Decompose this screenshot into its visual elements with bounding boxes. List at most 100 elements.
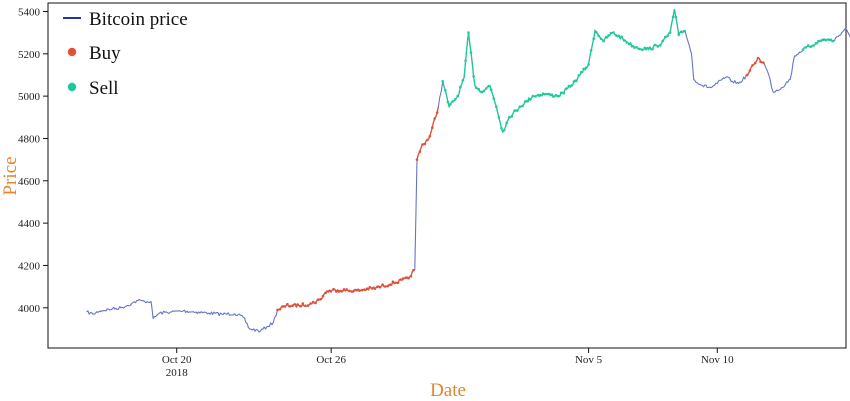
sell-marker (658, 44, 662, 47)
sell-marker (507, 116, 511, 119)
sell-marker (467, 31, 470, 34)
buy-marker (276, 308, 279, 312)
sell-marker (474, 86, 478, 89)
buy-marker (394, 281, 397, 285)
sell-marker (492, 97, 496, 100)
sell-marker (446, 100, 450, 104)
y-tick-label: 5200 (18, 49, 41, 61)
buy-marker (407, 276, 410, 280)
sell-marker (824, 38, 828, 42)
sell-marker (451, 100, 455, 103)
sell-marker (614, 34, 618, 37)
buy-marker (396, 281, 400, 285)
buy-marker (399, 278, 403, 281)
buy-marker (391, 280, 395, 284)
buy-marker (746, 73, 749, 77)
sell-marker (441, 80, 445, 83)
sell-marker (677, 33, 680, 36)
sell-marker (814, 41, 818, 45)
buy-marker (296, 303, 300, 306)
sell-marker (482, 89, 486, 93)
sell-marker (565, 87, 568, 90)
buy-marker (342, 288, 346, 291)
sell-marker (640, 48, 644, 52)
buy-marker (358, 289, 361, 292)
buy-marker (761, 61, 765, 64)
buy-marker (286, 302, 289, 306)
sell-marker (480, 90, 483, 94)
sell-marker (539, 93, 542, 97)
x-tick-label: Nov 10 (701, 354, 734, 366)
sell-marker (806, 44, 810, 47)
buy-marker (431, 126, 434, 129)
buy-segment (746, 57, 766, 76)
sell-marker (633, 46, 636, 49)
buy-marker (363, 288, 366, 291)
buy-marker (428, 135, 432, 138)
sell-marker (801, 48, 805, 51)
buy-marker (404, 276, 408, 280)
sell-marker (557, 94, 560, 98)
sell-marker (594, 30, 598, 34)
legend-dot-marker (67, 47, 77, 57)
sell-marker (597, 34, 600, 38)
buy-marker (324, 291, 327, 295)
sell-marker (461, 79, 465, 82)
sell-marker (826, 38, 830, 41)
bitcoin-price-line (86, 8, 850, 333)
sell-marker (469, 51, 473, 54)
sell-marker (454, 98, 457, 101)
buy-marker (326, 290, 330, 293)
sell-marker (663, 35, 667, 39)
buy-marker (301, 302, 305, 305)
buy-marker (278, 308, 282, 311)
sell-marker (495, 105, 498, 108)
sell-marker (622, 39, 626, 42)
buy-marker (371, 287, 374, 290)
sell-marker (567, 84, 571, 88)
sell-marker (587, 63, 590, 66)
buy-marker (281, 305, 284, 308)
sell-marker (812, 44, 815, 47)
sell-marker (577, 74, 581, 77)
sell-marker (819, 39, 823, 42)
sell-marker (582, 67, 585, 71)
sell-marker (831, 39, 835, 43)
buy-marker (433, 117, 437, 120)
legend-label: Sell (89, 78, 119, 99)
buy-marker (368, 285, 372, 289)
sell-marker (656, 45, 659, 48)
buy-marker (321, 294, 325, 298)
sell-marker (630, 45, 634, 48)
sell-segment (442, 9, 686, 134)
buy-marker (309, 302, 312, 305)
y-axis-title: Price (0, 156, 21, 195)
sell-marker (661, 39, 664, 43)
buy-marker (381, 283, 384, 287)
buy-marker (360, 288, 364, 292)
buy-marker (319, 298, 322, 301)
sell-marker (531, 94, 535, 98)
sell-marker (674, 15, 678, 19)
buy-marker (376, 285, 379, 289)
sell-marker (646, 46, 649, 50)
sell-marker (809, 45, 813, 49)
legend-label: Buy (89, 43, 121, 64)
sell-marker (620, 35, 623, 39)
sell-marker (579, 70, 583, 74)
buy-marker (435, 111, 439, 114)
sell-marker (472, 75, 475, 78)
buy-marker (373, 287, 377, 290)
buy-marker (759, 60, 762, 63)
sell-marker (668, 31, 672, 34)
buy-marker (314, 301, 317, 305)
sell-marker (817, 39, 820, 43)
buy-marker (748, 69, 752, 72)
sell-marker (521, 104, 524, 108)
sell-marker (523, 100, 527, 103)
sell-marker (549, 93, 553, 97)
buy-marker (412, 268, 415, 272)
buy-marker (365, 287, 369, 291)
